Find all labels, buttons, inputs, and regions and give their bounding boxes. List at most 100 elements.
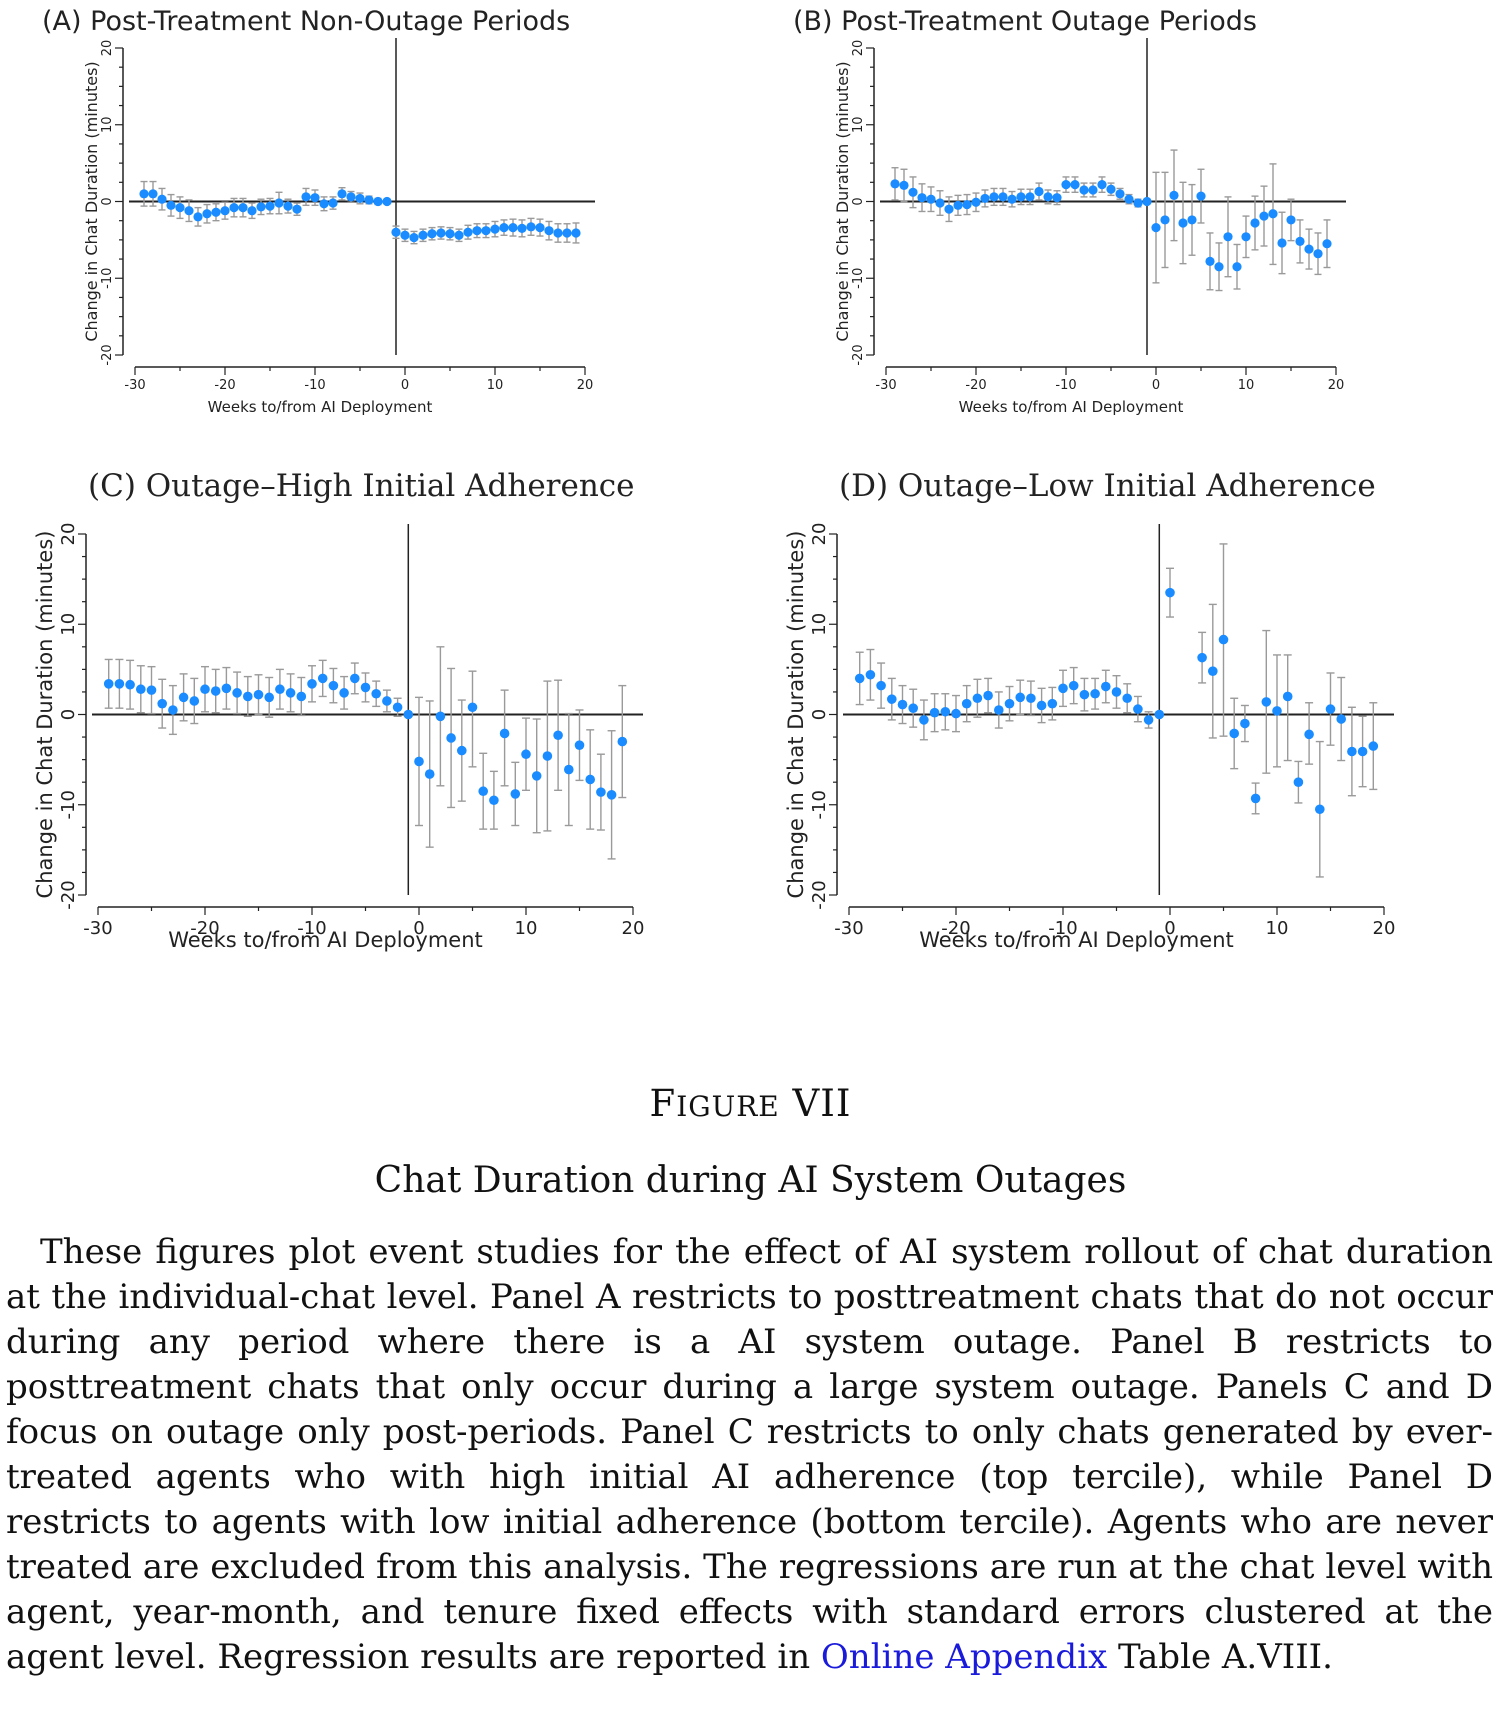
- data-point: [1268, 209, 1278, 219]
- data-point: [310, 193, 320, 203]
- panel-a: (A) Post-Treatment Non-Outage Periods -20…: [0, 0, 750, 520]
- data-point: [929, 707, 940, 718]
- y-tick-label: -10: [851, 268, 866, 289]
- data-point: [1124, 194, 1134, 204]
- data-point: [424, 769, 435, 779]
- data-point: [211, 207, 221, 217]
- data-point: [490, 224, 500, 234]
- y-tick-label: 0: [851, 197, 866, 205]
- data-point: [919, 715, 929, 725]
- data-point: [427, 229, 437, 239]
- data-point: [508, 222, 518, 233]
- figure-title: Chat Duration during AI System Outages: [374, 1160, 1127, 1201]
- data-point: [467, 702, 478, 713]
- data-point: [1241, 232, 1251, 242]
- y-tick-label: 20: [100, 40, 115, 57]
- data-point: [564, 764, 574, 775]
- data-point: [382, 696, 392, 706]
- data-point: [526, 222, 536, 232]
- data-point: [1336, 714, 1346, 724]
- x-tick-label: -10: [297, 918, 326, 939]
- data-point: [283, 201, 293, 211]
- x-axis-label: Weeks to/from AI Deployment: [168, 928, 483, 952]
- data-point: [535, 222, 545, 233]
- data-point: [337, 189, 347, 199]
- data-point: [445, 229, 455, 239]
- panel-title: (C) Outage–High Initial Adherence: [88, 470, 635, 504]
- data-point: [1232, 262, 1242, 272]
- data-point: [454, 230, 464, 240]
- online-appendix-link[interactable]: Online Appendix: [820, 1637, 1108, 1677]
- x-axis-label: Weeks to/from AI Deployment: [208, 398, 433, 416]
- data-point: [1282, 691, 1293, 702]
- data-point: [409, 232, 419, 243]
- y-axis-label: Change in Chat Duration (minutes): [833, 61, 852, 341]
- data-point: [1106, 184, 1116, 194]
- x-tick-label: 20: [1328, 378, 1345, 393]
- data-point: [989, 192, 999, 202]
- data-point: [971, 197, 981, 207]
- panel-b: (B) Post-Treatment Outage Periods -20 -10 0…: [751, 0, 1501, 520]
- data-point: [499, 222, 509, 233]
- x-tick-label: -20: [214, 378, 235, 393]
- data-point: [478, 786, 489, 797]
- chart-d: (D) Outage–Low Initial Adherence -20 -10 0 1…: [784, 470, 1395, 952]
- data-point: [166, 200, 176, 210]
- data-point: [1197, 652, 1207, 663]
- data-point: [998, 192, 1008, 202]
- data-point: [917, 193, 927, 203]
- data-point: [157, 698, 167, 709]
- data-point: [1218, 634, 1229, 645]
- panel-c: (C) Outage–High Initial Adherence -20 -10 0…: [0, 470, 750, 990]
- data-point: [364, 195, 374, 205]
- data-point: [542, 751, 553, 761]
- y-tick-label: 10: [58, 613, 79, 636]
- y-tick-label: 10: [809, 613, 830, 636]
- y-tick-label: 20: [58, 523, 79, 546]
- chart-b: (B) Post-Treatment Outage Periods -20 -10 0…: [793, 6, 1346, 416]
- data-point: [596, 787, 606, 797]
- x-axis-label: Weeks to/from AI Deployment: [919, 928, 1234, 952]
- data-point: [210, 686, 221, 696]
- data-point: [301, 192, 311, 202]
- data-point: [1133, 704, 1143, 714]
- data-point: [1097, 180, 1107, 190]
- data-point: [275, 684, 285, 695]
- data-point: [1295, 236, 1305, 247]
- data-point: [553, 228, 563, 238]
- data-point: [317, 673, 328, 684]
- data-point: [1043, 192, 1053, 202]
- data-point: [1368, 741, 1379, 751]
- data-point: [328, 198, 338, 208]
- y-tick-label: -10: [58, 790, 79, 819]
- data-point: [908, 187, 918, 197]
- panel-title: (B) Post-Treatment Outage Periods: [793, 6, 1257, 37]
- x-tick-label: 20: [622, 918, 645, 939]
- data-point: [274, 198, 284, 208]
- data-point: [292, 204, 302, 214]
- y-tick-label: -20: [100, 344, 115, 365]
- data-point: [472, 226, 482, 236]
- data-point: [908, 703, 918, 713]
- data-point: [350, 673, 360, 684]
- figure-caption: These figures plot event studies for the…: [6, 1230, 1493, 1680]
- data-point: [897, 699, 908, 710]
- data-point: [531, 771, 542, 781]
- data-point: [1052, 193, 1062, 203]
- data-point: [1178, 218, 1188, 228]
- data-point: [1293, 777, 1304, 787]
- x-tick-label: 10: [515, 918, 538, 939]
- data-point: [1090, 688, 1100, 699]
- data-point: [1111, 687, 1122, 697]
- data-point: [1214, 262, 1224, 272]
- data-point: [944, 204, 954, 214]
- data-point: [1250, 218, 1260, 228]
- data-point: [854, 673, 865, 684]
- data-point: [935, 198, 945, 208]
- data-point: [339, 688, 349, 698]
- data-point: [436, 228, 446, 238]
- x-tick-label: -30: [875, 378, 896, 393]
- data-point: [951, 708, 961, 719]
- data-point: [1015, 692, 1025, 703]
- data-point: [1325, 704, 1336, 714]
